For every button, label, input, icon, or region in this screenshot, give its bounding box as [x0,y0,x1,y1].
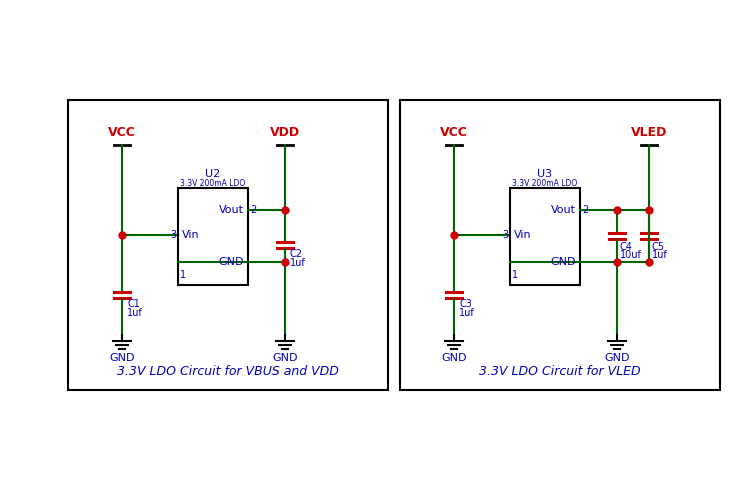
Text: Vin: Vin [514,230,532,240]
Polygon shape [68,100,388,390]
Text: 10uf: 10uf [620,250,642,260]
Text: 1uf: 1uf [459,308,475,318]
Text: GND: GND [110,353,135,363]
Text: GND: GND [550,257,576,267]
Text: 2: 2 [250,205,256,215]
Text: C2: C2 [290,249,303,259]
Text: 1uf: 1uf [652,250,668,260]
Text: 3: 3 [170,230,176,240]
Text: VDD: VDD [270,126,300,139]
Text: Vout: Vout [551,205,576,215]
Text: 3.3V 200mA LDO: 3.3V 200mA LDO [512,178,578,188]
Text: 1uf: 1uf [127,308,142,318]
Text: 1: 1 [180,270,186,280]
Polygon shape [400,100,720,390]
Text: VCC: VCC [440,126,468,139]
Polygon shape [510,188,580,285]
Text: U3: U3 [538,169,553,179]
Text: Vin: Vin [182,230,200,240]
Text: GND: GND [218,257,244,267]
Text: VLED: VLED [631,126,668,139]
Text: 3: 3 [502,230,508,240]
Text: C5: C5 [652,242,665,252]
Text: GND: GND [441,353,466,363]
Text: C4: C4 [620,242,633,252]
Text: 1: 1 [512,270,518,280]
Text: VCC: VCC [108,126,136,139]
Text: C1: C1 [127,299,140,309]
Text: 3.3V LDO Circuit for VLED: 3.3V LDO Circuit for VLED [479,365,640,378]
Text: C3: C3 [459,299,472,309]
Text: 2: 2 [582,205,588,215]
Text: GND: GND [272,353,298,363]
Text: 3.3V LDO Circuit for VBUS and VDD: 3.3V LDO Circuit for VBUS and VDD [117,365,339,378]
Text: U2: U2 [206,169,220,179]
Text: 3.3V 200mA LDO: 3.3V 200mA LDO [180,178,246,188]
Text: GND: GND [604,353,630,363]
Polygon shape [178,188,248,285]
Text: Vout: Vout [219,205,244,215]
Text: 1uf: 1uf [290,258,306,268]
